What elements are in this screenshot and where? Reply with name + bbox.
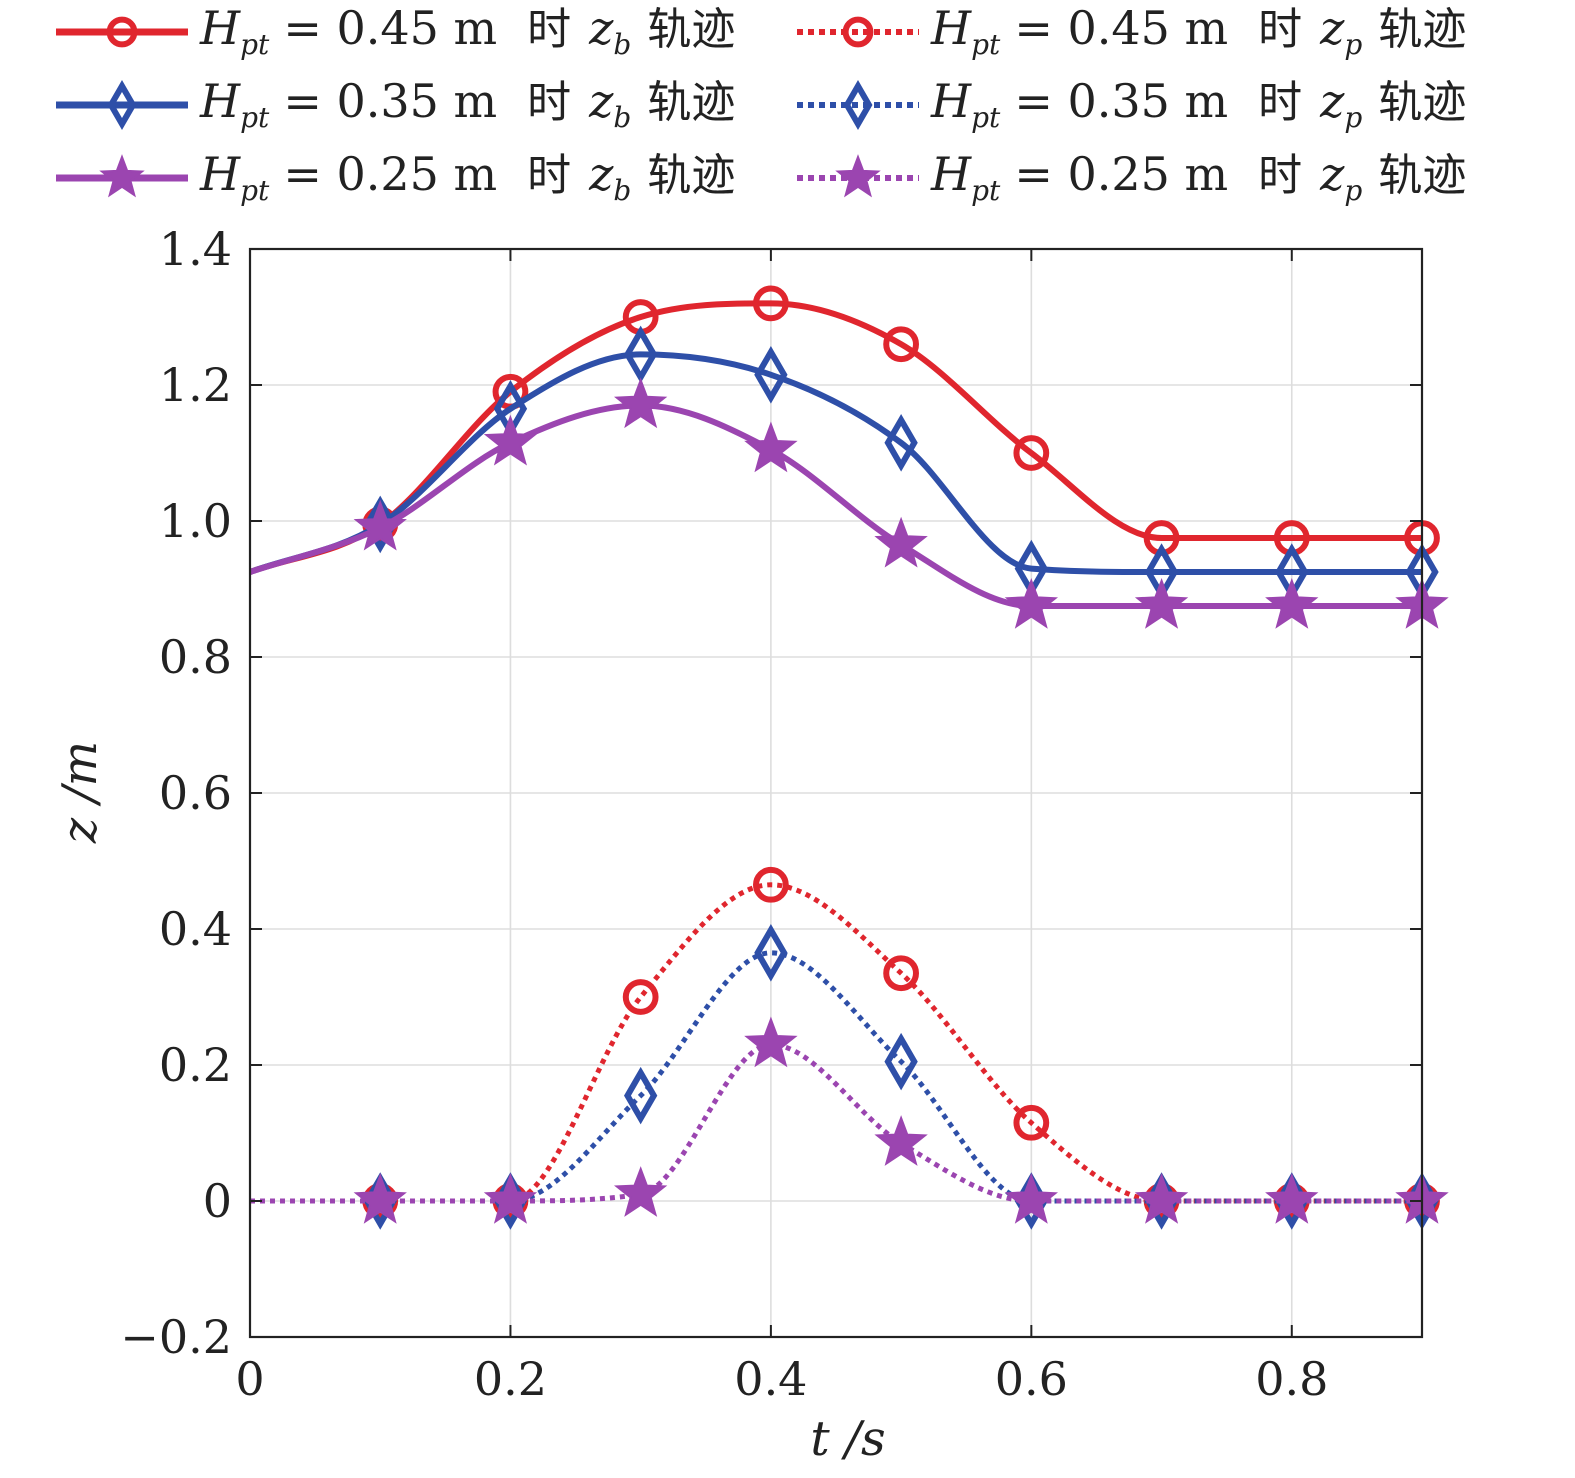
y-axis-label: z /m: [52, 741, 108, 844]
series-4-point: [1134, 577, 1189, 629]
series-2: [248, 325, 1439, 601]
legend-swatch-marker: [835, 154, 881, 198]
legend-item-h035-zb: Hpt = 0.35 m 时 zb 轨迹: [52, 70, 735, 140]
legend-item-h045-zp: Hpt = 0.45 m 时 zp 轨迹: [793, 0, 1466, 67]
series-0-point: [1013, 435, 1050, 471]
series-5-point: [874, 1115, 928, 1166]
x-tick-label: 0.6: [995, 1352, 1068, 1406]
series-line-4: [249, 402, 1422, 610]
series-3-point: [754, 924, 788, 982]
series-5-point: [744, 1016, 798, 1068]
series-2-point: [363, 495, 397, 554]
series-4-point: [744, 421, 798, 473]
grid: [250, 249, 1422, 1337]
legend-swatch-marker: [106, 16, 138, 48]
y-tick-label: 0.2: [159, 1038, 232, 1092]
legend-swatch-marker: [107, 80, 137, 130]
series-layer: [248, 285, 1449, 1230]
legend-swatch-h025-zp: [797, 154, 919, 198]
plot-frame: [248, 247, 1424, 1339]
series-line-5: [250, 1042, 1422, 1204]
legend-item-h025-zb: Hpt = 0.25 m 时 zb 轨迹: [52, 143, 735, 213]
legend-swatch-h035-zb: [56, 80, 188, 130]
series-1-point: [622, 979, 659, 1015]
series-2-point: [754, 346, 788, 404]
legend-swatch-h035-zp: [797, 80, 919, 130]
y-tick-label: 0.8: [159, 630, 232, 684]
series-line-0: [248, 300, 1422, 575]
legend-swatch-marker: [842, 16, 874, 48]
y-tick-label: 1.2: [159, 358, 232, 412]
legend-item-h045-zb: Hpt = 0.45 m 时 zb 轨迹: [52, 0, 735, 67]
legend-item-h025-zp: Hpt = 0.25 m 时 zp 轨迹: [793, 143, 1466, 213]
legend-swatch-h045-zb: [56, 16, 188, 48]
series-2-point: [884, 414, 918, 472]
x-tick-label: 0: [235, 1352, 264, 1406]
series-4-point: [613, 377, 668, 429]
series-5-point: [483, 1172, 538, 1224]
series-5-point: [1134, 1172, 1189, 1224]
series-5-point: [613, 1166, 668, 1217]
x-tick-label: 0.8: [1255, 1352, 1328, 1406]
y-tick-label: 1.0: [159, 494, 232, 548]
legend-item-h035-zp: Hpt = 0.35 m 时 zp 轨迹: [793, 70, 1466, 140]
series-3-point: [624, 1066, 658, 1125]
series-5-point: [1004, 1172, 1059, 1224]
series-5-point: [353, 1172, 407, 1224]
series-4-point: [874, 516, 928, 568]
series-line-2: [248, 351, 1422, 576]
y-tick-label: −0.2: [120, 1310, 232, 1364]
x-tick-label: 0.2: [474, 1352, 547, 1406]
axes: 0 0.2 0.4 0.6 0.8−0.200.20.40.60.81.01.21.4: [120, 222, 1424, 1406]
series-1-point: [1013, 1104, 1050, 1141]
legend-swatch-marker: [843, 80, 873, 130]
series-1-point: [753, 866, 789, 903]
y-tick-label: 0.6: [159, 766, 232, 820]
series-4-point: [1004, 577, 1059, 629]
series-1-point: [883, 955, 919, 992]
y-tick-label: 1.4: [159, 222, 232, 276]
x-tick-label: 0.4: [734, 1352, 807, 1406]
y-tick-label: 0.4: [159, 902, 232, 956]
legend: Hpt = 0.45 m 时 zb 轨迹 Hpt = 0.45 m 时 zp 轨迹 Hpt = 0…: [0, 0, 1575, 230]
series-5-point: [1265, 1172, 1319, 1224]
y-tick-label: 0: [203, 1174, 232, 1228]
series-4-point: [483, 414, 538, 466]
series-5: [250, 1016, 1449, 1224]
series-0-point: [883, 326, 919, 363]
series-0-point: [753, 285, 789, 322]
legend-swatch-marker: [99, 154, 145, 198]
legend-swatch-h025-zb: [56, 154, 188, 198]
series-4: [249, 377, 1449, 629]
series-2-point: [624, 325, 658, 384]
series-4-point: [353, 499, 407, 551]
legend-swatch-h045-zp: [797, 16, 919, 48]
series-4-point: [1265, 577, 1319, 629]
series-3-point: [884, 1032, 918, 1091]
x-axis-label: t /s: [810, 1411, 885, 1467]
